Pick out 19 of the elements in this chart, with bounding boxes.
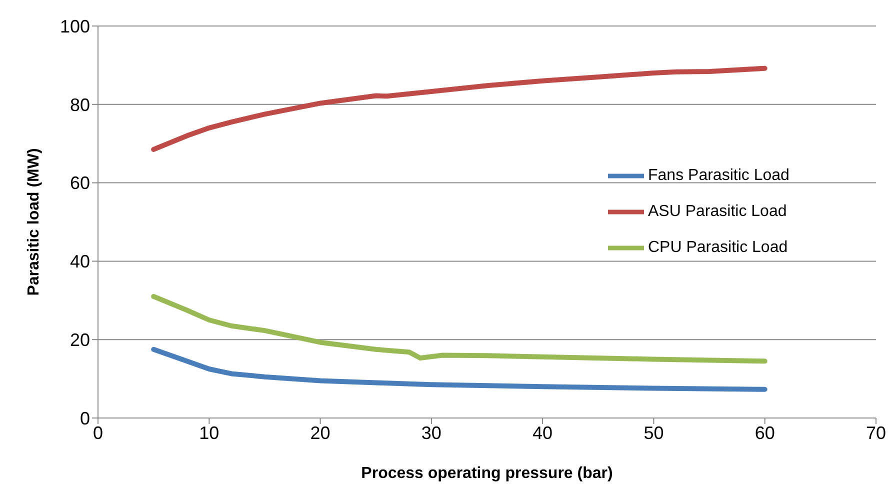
x-tick-label: 60 [754,422,775,443]
x-tick-label: 50 [644,422,664,443]
x-tick-label: 40 [532,422,553,443]
y-tick-label: 20 [70,330,90,350]
x-tick-label: 0 [92,422,104,443]
x-tick-label: 20 [310,422,330,443]
y-tick-label: 40 [70,252,90,272]
y-tick-label: 100 [60,16,90,36]
y-tick-label: 0 [80,408,90,428]
x-tick-label: 10 [199,422,220,443]
y-axis-title: Parasitic load (MW) [26,148,43,296]
x-tick-label: 30 [421,422,442,443]
y-tick-label: 60 [70,173,90,194]
x-axis-title: Process operating pressure (bar) [361,465,613,482]
legend-label: ASU Parasitic Load [648,203,787,220]
legend-label: Fans Parasitic Load [648,167,790,184]
x-tick-label: 70 [866,422,886,443]
y-tick-label: 80 [70,94,90,115]
legend-label: CPU Parasitic Load [648,239,788,256]
